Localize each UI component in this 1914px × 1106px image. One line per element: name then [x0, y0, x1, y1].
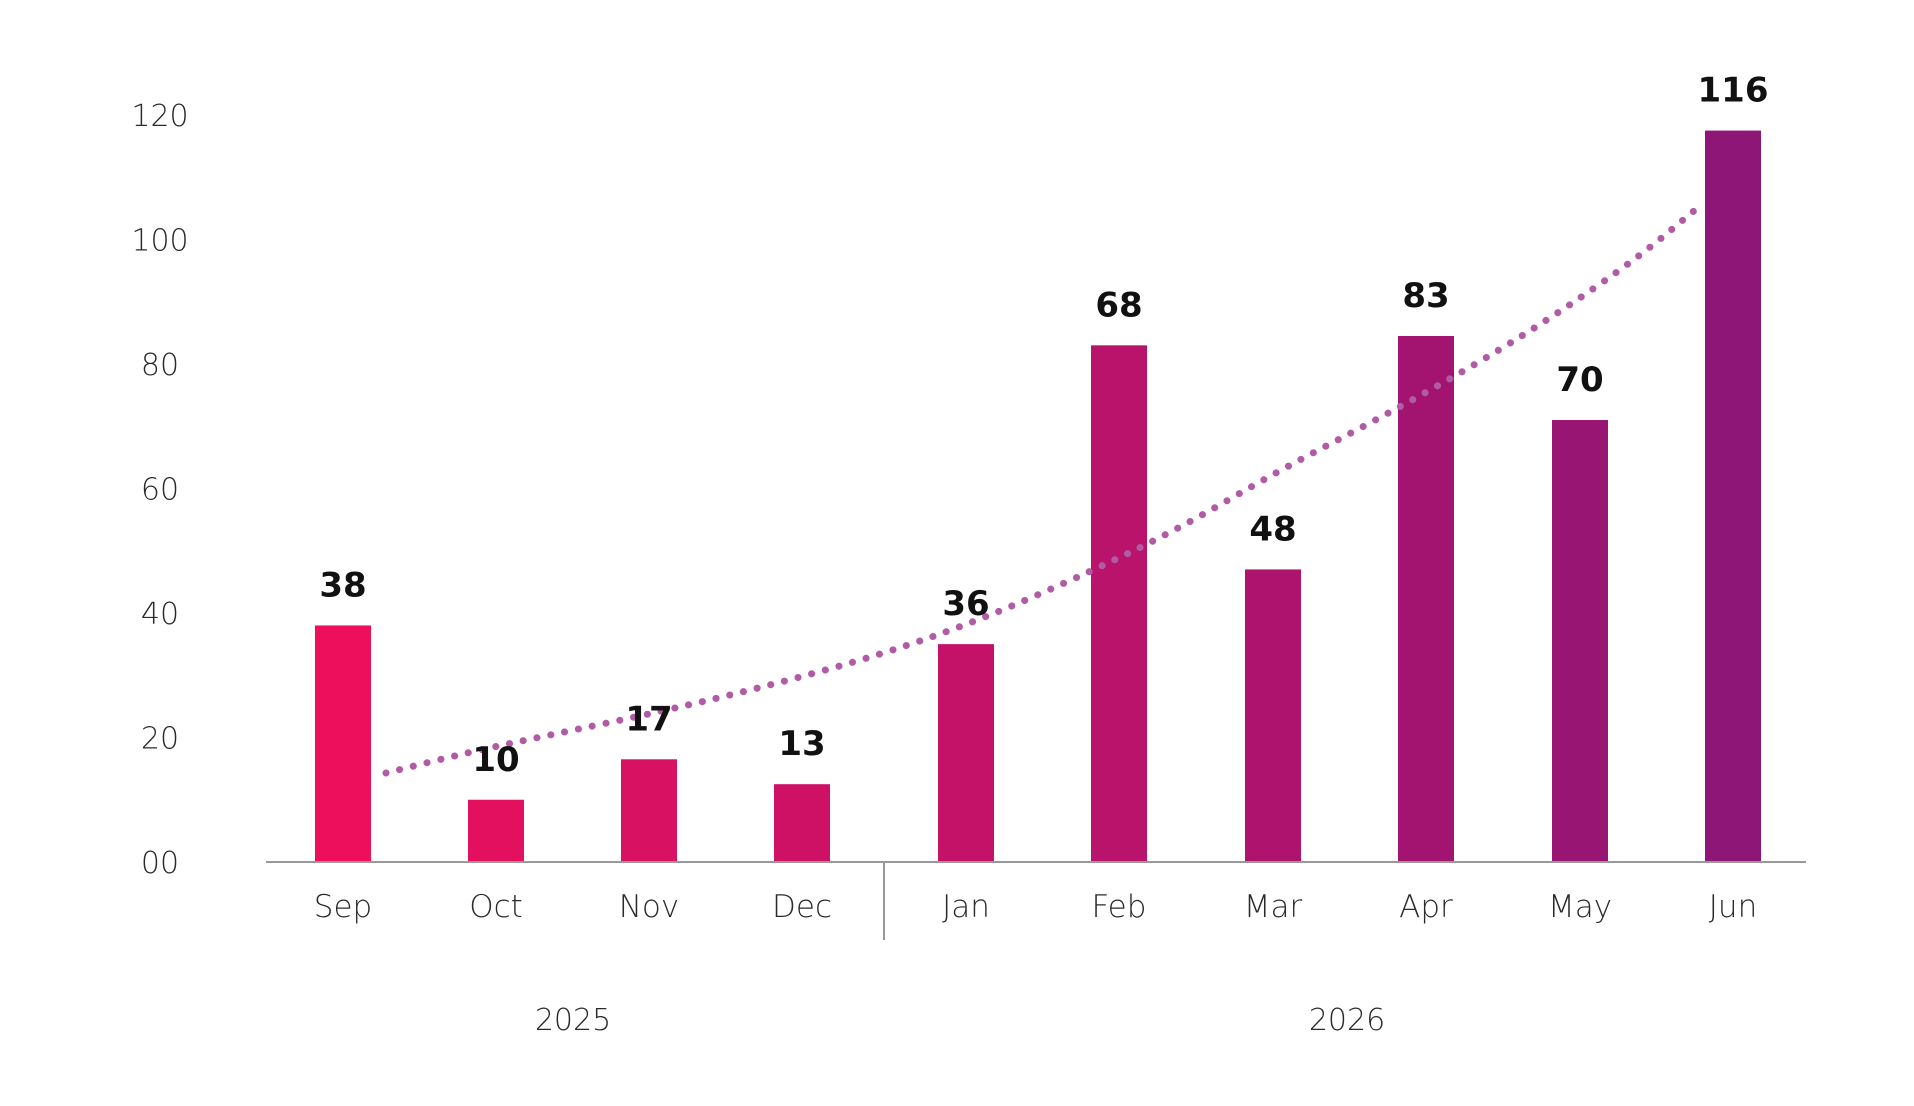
y-tick-label: 120 [131, 99, 188, 134]
x-tick-label-nov: Nov [619, 889, 680, 925]
x-tick-label-dec: Dec [772, 889, 832, 925]
value-label-nov: 17 [625, 699, 672, 739]
value-label-jan: 36 [942, 584, 989, 624]
y-tick-label: 80 [141, 348, 179, 383]
x-tick-label-mar: Mar [1244, 889, 1303, 925]
value-label-oct: 10 [472, 740, 519, 780]
bar-sep [315, 625, 371, 862]
bar-nov [621, 759, 677, 862]
x-axis-labels: Sep Oct Nov Dec Jan Feb Mar Apr May Jun [314, 889, 1757, 925]
y-tick-label: 00 [141, 846, 179, 881]
x-tick-label-feb: Feb [1092, 889, 1147, 925]
value-label-dec: 13 [778, 724, 825, 764]
bar-feb [1091, 345, 1147, 862]
x-tick-label-jan: Jan [942, 889, 990, 925]
bar-dec [774, 784, 830, 862]
value-label-may: 70 [1556, 360, 1603, 400]
bar-jun [1705, 130, 1761, 862]
y-tick-label: 20 [141, 722, 179, 757]
value-labels: 38 10 17 13 36 68 48 83 70 116 [319, 71, 1768, 780]
x-tick-label-sep: Sep [314, 889, 372, 925]
year-labels: 2025 2026 [535, 1003, 1385, 1038]
value-label-sep: 38 [319, 565, 366, 605]
value-label-feb: 68 [1095, 285, 1142, 325]
trendline [382, 206, 1699, 777]
bar-apr [1398, 335, 1454, 862]
bar-oct [468, 799, 524, 862]
value-label-apr: 83 [1402, 276, 1449, 316]
year-label-2025: 2025 [535, 1003, 611, 1038]
bars [315, 130, 1761, 862]
value-label-jun: 116 [1698, 71, 1769, 111]
bar-may [1552, 420, 1608, 862]
x-tick-label-oct: Oct [469, 889, 523, 925]
x-tick-label-may: May [1548, 889, 1612, 925]
value-label-mar: 48 [1249, 509, 1296, 549]
bar-jan [938, 644, 994, 862]
y-tick-label: 60 [141, 473, 179, 508]
y-tick-label: 100 [131, 224, 188, 259]
year-label-2026: 2026 [1309, 1003, 1385, 1038]
x-tick-label-jun: Jun [1709, 889, 1757, 925]
y-tick-label: 40 [141, 597, 179, 632]
bar-mar [1245, 569, 1301, 862]
y-axis-ticks: 00 20 40 60 80 100 120 [131, 99, 188, 881]
x-tick-label-apr: Apr [1399, 889, 1453, 925]
